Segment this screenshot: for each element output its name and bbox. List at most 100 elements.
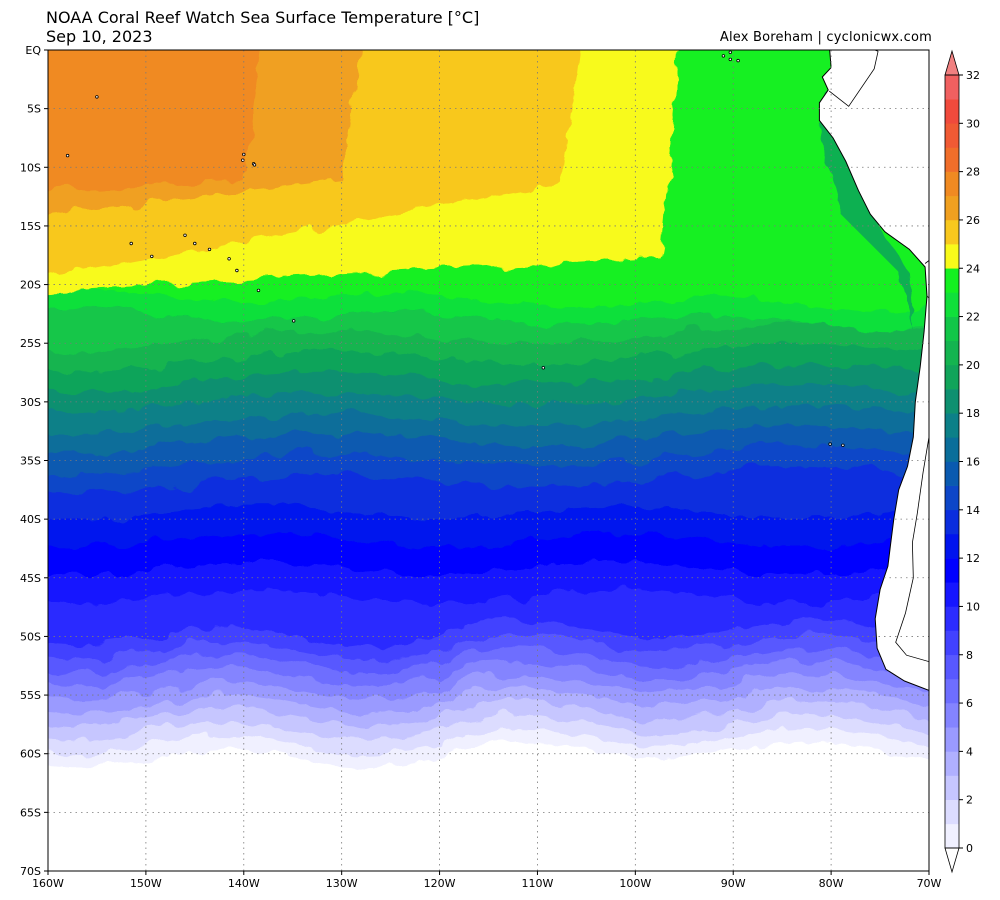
lon-tick-label: 120W: [424, 877, 456, 890]
colorbar-segment: [945, 678, 959, 704]
colorbar-segment: [945, 703, 959, 728]
colorbar-label: 12: [966, 552, 980, 565]
colorbar-segment: [945, 389, 959, 414]
colorbar-segment: [945, 99, 959, 124]
figure-title: NOAA Coral Reef Watch Sea Surface Temper…: [46, 8, 480, 27]
colorbar-segment: [945, 751, 959, 776]
colorbar-label: 32: [966, 69, 980, 82]
island-14: [227, 257, 231, 261]
lat-tick-label: EQ: [25, 44, 41, 57]
island-19: [828, 442, 832, 446]
island-23: [65, 153, 70, 158]
colorbar-label: 28: [966, 166, 980, 179]
colorbar-segment: [945, 123, 959, 148]
colorbar-segment: [945, 219, 959, 245]
colorbar-label: 22: [966, 311, 980, 324]
colorbar-label: 10: [966, 600, 980, 613]
lon-tick-label: 150W: [130, 877, 162, 890]
plot-area: [0, 0, 978, 871]
colorbar-segment: [945, 244, 959, 269]
lat-tick-label: 15S: [20, 220, 41, 233]
lat-tick-label: 70S: [20, 865, 41, 878]
country-border-1: [828, 51, 879, 107]
country-border-3: [895, 295, 929, 663]
island-20: [841, 443, 845, 447]
lat-tick-label: 10S: [20, 161, 41, 174]
colorbar-label: 30: [966, 117, 980, 130]
island-12: [193, 241, 197, 246]
colorbar-segment: [945, 727, 959, 752]
island-15: [256, 288, 261, 293]
colorbar-extend-max: [944, 49, 960, 76]
colorbar-segment: [945, 147, 959, 172]
colorbar-label: 16: [966, 456, 980, 469]
colorbar-segment: [945, 413, 959, 438]
colorbar-segment: [945, 582, 959, 607]
colorbar-segment: [945, 364, 959, 390]
colorbar-label: 4: [966, 745, 973, 758]
sst-band-28: [48, 50, 261, 191]
colorbar-segment: [945, 799, 959, 825]
colorbar-label: 20: [966, 359, 980, 372]
island-11: [183, 233, 187, 237]
colorbar-segment: [945, 171, 959, 197]
colorbar-segment: [945, 437, 959, 462]
colorbar-segment: [945, 509, 959, 535]
colorbar-label: 2: [966, 794, 973, 807]
colorbar-label: 14: [966, 504, 980, 517]
lat-tick-label: 45S: [20, 572, 41, 585]
colorbar-segment: [945, 558, 959, 583]
island-0: [721, 54, 726, 58]
colorbar-segment: [945, 195, 959, 221]
lat-tick-label: 40S: [20, 513, 41, 526]
colorbar-segment: [945, 292, 959, 317]
figure-date: Sep 10, 2023: [46, 27, 153, 46]
island-7: [252, 163, 257, 167]
south-america-land: [818, 50, 929, 691]
island-21: [73, 26, 76, 29]
lat-tick-label: 30S: [20, 396, 41, 409]
colorbar-segment: [945, 485, 959, 511]
colorbar-label: 8: [966, 649, 973, 662]
land-layer: [65, 26, 929, 691]
island-13: [207, 247, 212, 252]
lon-tick-label: 100W: [619, 877, 651, 890]
colorbar-extend-min: [944, 847, 960, 874]
colorbar-label: 0: [966, 842, 973, 855]
island-2: [736, 58, 740, 63]
lon-tick-label: 110W: [522, 877, 554, 890]
island-3: [719, 46, 722, 49]
island-16: [235, 268, 239, 273]
island-9: [150, 254, 154, 259]
colorbar-segment: [945, 340, 959, 366]
lat-tick-label: 50S: [20, 630, 41, 643]
colorbar-segment: [945, 654, 959, 680]
lat-tick-label: 60S: [20, 748, 41, 761]
colorbar-segment: [945, 75, 959, 100]
colorbar-segment: [945, 823, 959, 849]
island-1: [728, 57, 732, 62]
colorbar-segment: [945, 533, 959, 559]
colorbar-segment: [945, 268, 959, 293]
figure-credit: Alex Boreham | cyclonicwx.com: [719, 30, 932, 45]
sst-band-29: [0, 0, 978, 20]
island-4: [728, 50, 732, 54]
colorbar-label: 18: [966, 407, 980, 420]
lon-tick-label: 130W: [326, 877, 358, 890]
lon-tick-label: 90W: [721, 877, 746, 890]
colorbar-label: 6: [966, 697, 973, 710]
lat-tick-label: 5S: [27, 103, 41, 116]
lat-tick-label: 35S: [20, 455, 41, 468]
colorbar-segment: [945, 606, 959, 631]
lon-tick-label: 140W: [228, 877, 260, 890]
island-22: [95, 95, 99, 99]
colorbar-segment: [945, 316, 959, 342]
lat-tick-label: 65S: [20, 806, 41, 819]
lat-tick-label: 25S: [20, 337, 41, 350]
lat-tick-label: 20S: [20, 279, 41, 292]
colorbar-segment: [945, 775, 959, 800]
colorbar-segment: [945, 630, 959, 656]
